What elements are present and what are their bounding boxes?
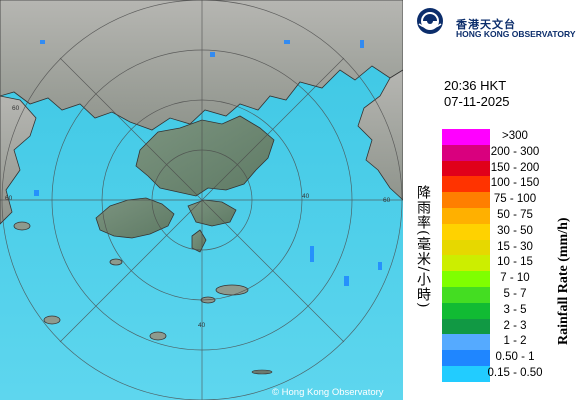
legend-swatch [442, 350, 490, 366]
org-name-en: HONG KONG OBSERVATORY [456, 29, 576, 39]
legend-label: 100 - 150 [490, 177, 540, 190]
islet [149, 331, 167, 341]
islet [215, 284, 249, 296]
range-label: 60 [383, 197, 391, 204]
legend-label: 200 - 300 [490, 145, 540, 158]
legend-label: 0.50 - 1 [495, 351, 535, 364]
observatory-emblem-icon [417, 8, 443, 34]
legend-swatch [442, 239, 490, 256]
lantau-island [95, 197, 175, 239]
legend-label: 75 - 100 [493, 193, 537, 206]
legend-swatch [442, 302, 490, 319]
legend-label: 50 - 75 [497, 208, 533, 221]
legend-swatch [442, 286, 490, 303]
lamma-island [191, 229, 207, 253]
rain-echoes [34, 40, 382, 286]
east-landmass [357, 69, 403, 201]
legend-swatch [442, 192, 490, 208]
legend-label: 3 - 5 [503, 303, 527, 316]
legend-label: 0.15 - 0.50 [487, 366, 543, 379]
legend-label: 10 - 15 [497, 256, 533, 269]
islet [43, 315, 61, 325]
legend-swatch [442, 160, 490, 177]
islet [109, 258, 123, 266]
legend-color-scale [442, 129, 490, 382]
report-time: 20:36 HKT [444, 78, 507, 93]
west-landmass [0, 95, 37, 225]
mainland-landmass [0, 0, 403, 131]
legend-swatch [442, 334, 490, 351]
legend-labels: >300 200 - 300 150 - 200 100 - 150 75 - 100 5… [480, 129, 550, 382]
range-rings [0, 0, 403, 400]
legend-label: 2 - 3 [503, 319, 527, 332]
legend-label: 150 - 200 [490, 161, 540, 174]
legend-swatch [442, 144, 490, 161]
legend-label: 7 - 10 [500, 272, 530, 285]
islet [251, 369, 273, 375]
copyright-text: © Hong Kong Observatory [272, 387, 384, 398]
legend-swatch [442, 223, 490, 240]
range-label: 40 [302, 193, 310, 200]
observatory-logo: 香港天文台 HONG KONG OBSERVATORY [415, 6, 576, 39]
legend-swatch [442, 207, 490, 224]
legend-title-en: Rainfall Rate (mm/h) [556, 217, 571, 345]
legend-panel: 香港天文台 HONG KONG OBSERVATORY 20:36 HKT 07… [403, 0, 577, 400]
radar-map: 60 60 40 40 60 © Hong Kong Observatory [0, 0, 403, 400]
legend-label: >300 [502, 130, 528, 142]
legend-label: 1 - 2 [503, 335, 527, 348]
legend-label: 15 - 30 [497, 240, 533, 253]
range-label: 60 [12, 105, 20, 112]
legend-swatch [442, 318, 490, 335]
legend-swatch [442, 129, 490, 145]
range-label: 40 [198, 322, 206, 329]
report-date: 07-11-2025 [444, 94, 510, 109]
legend-title-cn: 降雨率(毫米/小時) [415, 185, 431, 309]
legend-label: 5 - 7 [503, 287, 527, 300]
legend-swatch [442, 176, 490, 193]
org-name-cn: 香港天文台 [456, 18, 516, 31]
legend-label: 30 - 50 [497, 224, 533, 237]
legend-swatch [442, 365, 490, 382]
legend-swatch [442, 255, 490, 272]
legend-swatch [442, 271, 490, 287]
range-label: 60 [5, 195, 13, 202]
islet [13, 221, 31, 231]
